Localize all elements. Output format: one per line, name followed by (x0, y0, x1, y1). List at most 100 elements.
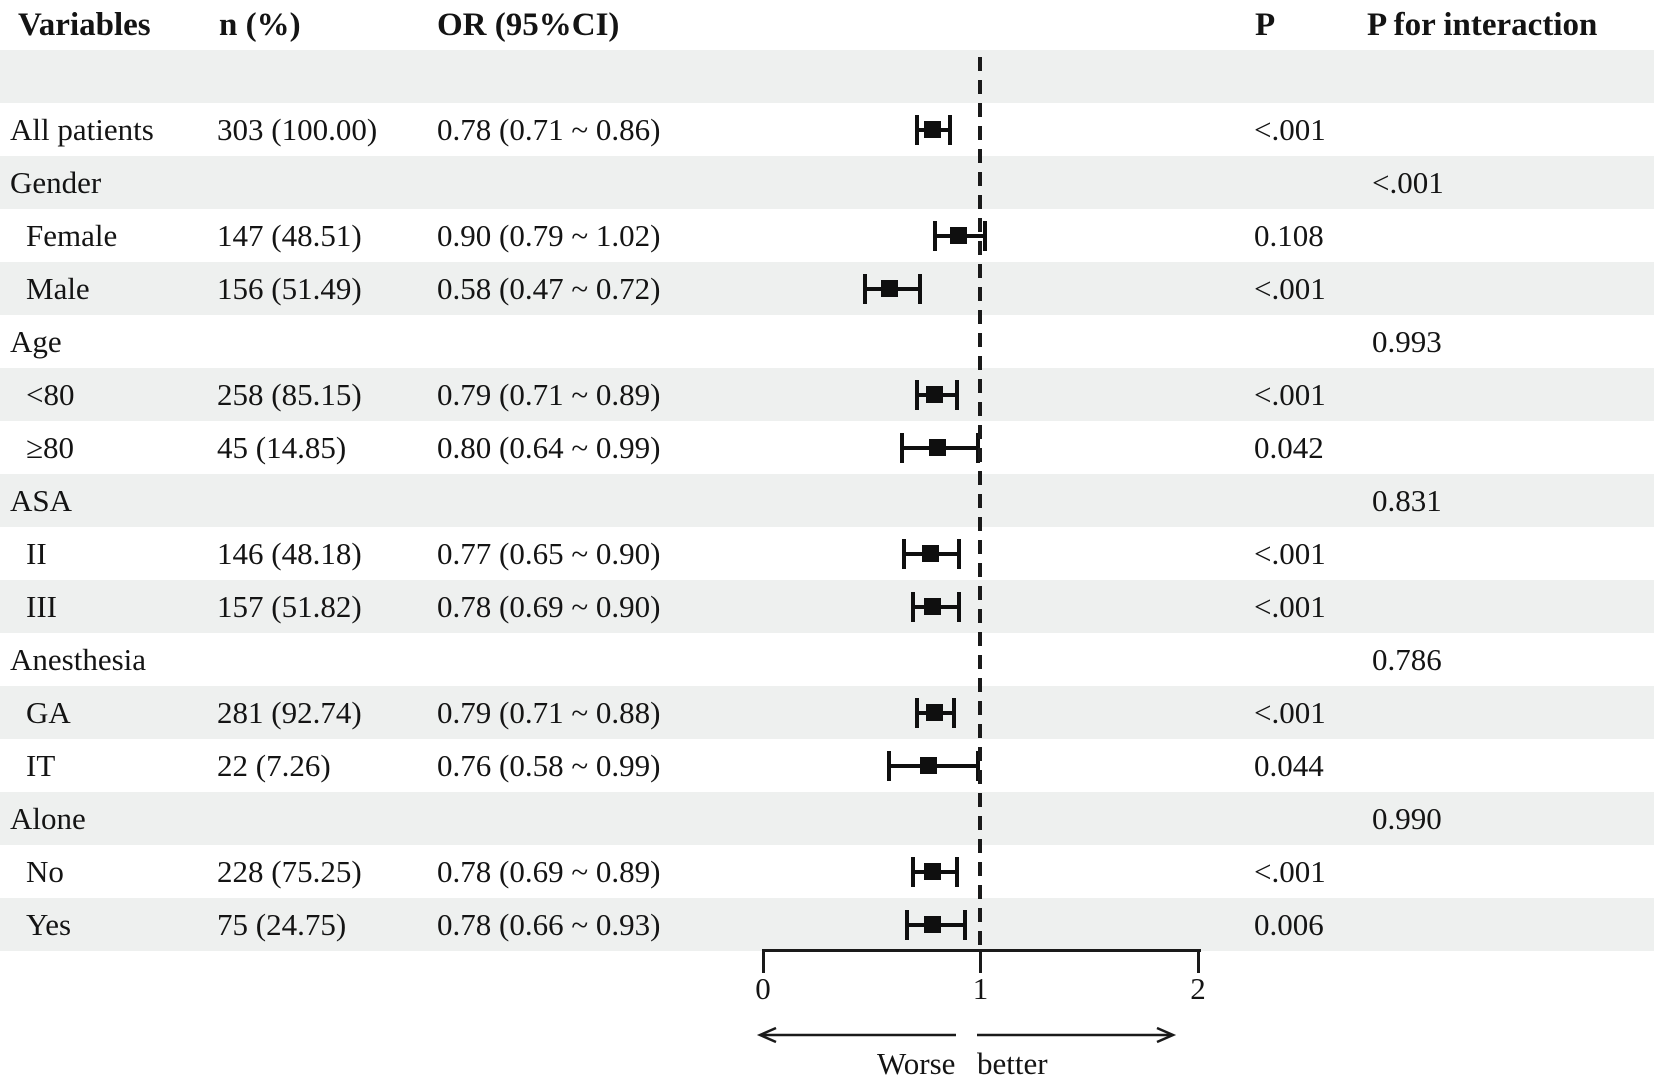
or-marker (926, 386, 944, 403)
ci-cap-right (982, 220, 987, 251)
n-pct-cell: 45 (14.85) (217, 430, 347, 465)
or-marker (950, 227, 968, 244)
row-label: Gender (10, 165, 102, 200)
row-label: III (26, 589, 57, 624)
table-row: III 157 (51.82) 0.78 (0.69 ~ 0.90) <.001 (0, 580, 1654, 633)
col-header-p: P (1255, 7, 1276, 43)
table-row: All patients 303 (100.00) 0.78 (0.71 ~ 0.8… (0, 103, 1654, 156)
or-marker (924, 916, 942, 933)
worse-arrow-icon (756, 1026, 956, 1044)
row-label: Male (26, 271, 90, 306)
ci-cap-left (863, 273, 868, 304)
ci-cap-left (887, 750, 892, 781)
ci-cap-right (954, 856, 959, 887)
row-label: IT (26, 748, 56, 783)
p-cell: 0.006 (1254, 907, 1324, 942)
table-row: Age 0.993 (0, 315, 1654, 368)
row-label: Age (10, 324, 62, 359)
table-row: No 228 (75.25) 0.78 (0.69 ~ 0.89) <.001 (0, 845, 1654, 898)
table-row: Male 156 (51.49) 0.58 (0.47 ~ 0.72) <.001 (0, 262, 1654, 315)
p-cell: 0.042 (1254, 430, 1324, 465)
p-cell: <.001 (1254, 271, 1326, 306)
ci-cap-left (911, 591, 916, 622)
n-pct-cell: 146 (48.18) (217, 536, 362, 571)
n-pct-cell: 281 (92.74) (217, 695, 362, 730)
table-row: IT 22 (7.26) 0.76 (0.58 ~ 0.99) 0.044 (0, 739, 1654, 792)
ci-cap-left (902, 538, 907, 569)
row-label: Female (26, 218, 118, 253)
or-ci-cell: 0.79 (0.71 ~ 0.88) (437, 695, 661, 730)
table-row: GA 281 (92.74) 0.79 (0.71 ~ 0.88) <.001 (0, 686, 1654, 739)
table-row: Alone 0.990 (0, 792, 1654, 845)
col-header-p-interaction: P for interaction (1367, 7, 1598, 43)
or-marker (924, 863, 942, 880)
p-cell: 0.108 (1254, 218, 1324, 253)
ci-cap-left (911, 856, 916, 887)
row-label: No (26, 854, 64, 889)
ci-cap-right (952, 697, 957, 728)
n-pct-cell: 75 (24.75) (217, 907, 347, 942)
p-cell: <.001 (1254, 377, 1326, 412)
ci-cap-left (915, 697, 920, 728)
or-marker (926, 704, 944, 721)
or-ci-cell: 0.78 (0.69 ~ 0.90) (437, 589, 661, 624)
p-cell: <.001 (1254, 854, 1326, 889)
ci-cap-right (917, 273, 922, 304)
table-row: Anesthesia 0.786 (0, 633, 1654, 686)
or-ci-cell: 0.78 (0.71 ~ 0.86) (437, 112, 661, 147)
or-ci-cell: 0.80 (0.64 ~ 0.99) (437, 430, 661, 465)
n-pct-cell: 228 (75.25) (217, 854, 362, 889)
worse-label: Worse (877, 1046, 956, 1081)
table-row: Gender <.001 (0, 156, 1654, 209)
or-ci-cell: 0.76 (0.58 ~ 0.99) (437, 748, 661, 783)
ci-cap-left (915, 114, 920, 145)
table-row: Yes 75 (24.75) 0.78 (0.66 ~ 0.93) 0.006 (0, 898, 1654, 951)
or-marker (928, 439, 946, 456)
p-interaction-cell: <.001 (1372, 165, 1444, 200)
row-label: GA (26, 695, 71, 730)
col-header-n-pct: n (%) (219, 7, 301, 43)
ci-cap-right (963, 909, 968, 940)
or-ci-cell: 0.78 (0.66 ~ 0.93) (437, 907, 661, 942)
better-arrow-icon (977, 1026, 1177, 1044)
n-pct-cell: 157 (51.82) (217, 589, 362, 624)
reference-line (978, 57, 982, 949)
n-pct-cell: 303 (100.00) (217, 112, 378, 147)
or-marker (921, 545, 939, 562)
ci-cap-left (900, 432, 905, 463)
p-interaction-cell: 0.993 (1372, 324, 1442, 359)
or-marker (880, 280, 898, 297)
axis-tick-label: 1 (972, 971, 989, 1006)
n-pct-cell: 258 (85.15) (217, 377, 362, 412)
col-header-or-ci: OR (95%CI) (437, 7, 620, 43)
axis-tick (761, 949, 765, 973)
n-pct-cell: 147 (48.51) (217, 218, 362, 253)
row-label: All patients (10, 112, 154, 147)
row-label: Alone (10, 801, 86, 836)
row-label: Yes (26, 907, 72, 942)
p-cell: <.001 (1254, 536, 1326, 571)
or-ci-cell: 0.78 (0.69 ~ 0.89) (437, 854, 661, 889)
spacer-row (0, 50, 1654, 103)
p-interaction-cell: 0.831 (1372, 483, 1442, 518)
axis-tick (979, 949, 982, 973)
axis-tick (1196, 949, 1200, 973)
or-ci-cell: 0.90 (0.79 ~ 1.02) (437, 218, 661, 253)
or-marker (919, 757, 937, 774)
p-interaction-cell: 0.990 (1372, 801, 1442, 836)
ci-cap-right (954, 379, 959, 410)
n-pct-cell: 156 (51.49) (217, 271, 362, 306)
or-marker (924, 121, 942, 138)
or-ci-cell: 0.58 (0.47 ~ 0.72) (437, 271, 661, 306)
table-row: Female 147 (48.51) 0.90 (0.79 ~ 1.02) 0.108 (0, 209, 1654, 262)
ci-cap-right (956, 538, 961, 569)
or-ci-cell: 0.77 (0.65 ~ 0.90) (437, 536, 661, 571)
table-row: ≥80 45 (14.85) 0.80 (0.64 ~ 0.99) 0.042 (0, 421, 1654, 474)
p-cell: <.001 (1254, 112, 1326, 147)
n-pct-cell: 22 (7.26) (217, 748, 331, 783)
or-marker (924, 598, 942, 615)
p-cell: <.001 (1254, 589, 1326, 624)
table-row: ASA 0.831 (0, 474, 1654, 527)
ci-cap-left (904, 909, 909, 940)
table-row: II 146 (48.18) 0.77 (0.65 ~ 0.90) <.001 (0, 527, 1654, 580)
